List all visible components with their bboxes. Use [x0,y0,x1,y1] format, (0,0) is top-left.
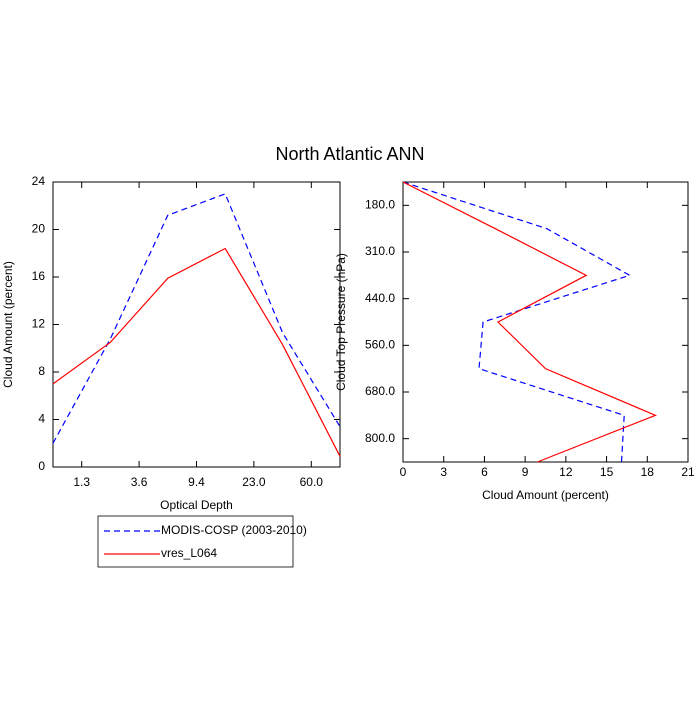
x-tick-label: 12 [559,465,573,479]
x-tick-label: 9.4 [188,475,205,489]
y-tick-label: 440.0 [365,291,395,305]
legend-label: MODIS-COSP (2003-2010) [161,523,307,537]
legend-box [97,515,294,568]
y-axis-label: Cloud Top Pressure (hPa) [334,253,348,391]
y-tick-label: 20 [32,222,46,236]
x-axis-label: Cloud Amount (percent) [482,488,609,502]
x-tick-label: 18 [641,465,655,479]
y-tick-label: 0 [38,459,45,473]
y-tick-label: 16 [32,269,46,283]
y-tick-label: 4 [38,412,45,426]
series-line [52,247,341,457]
plot-frame [402,181,689,463]
x-tick-label: 9 [522,465,529,479]
y-tick-label: 680.0 [365,384,395,398]
series-line [402,181,632,463]
x-tick-label: 1.3 [73,475,90,489]
y-tick-label: 180.0 [365,198,395,212]
x-tick-label: 15 [600,465,614,479]
x-tick-label: 23.0 [242,475,266,489]
series-line [52,193,341,444]
y-tick-label: 8 [38,364,45,378]
chart-title: North Atlantic ANN [275,144,424,164]
x-axis-label: Optical Depth [160,498,233,512]
y-tick-label: 12 [32,317,46,331]
x-tick-label: 3 [440,465,447,479]
x-tick-label: 0 [400,465,407,479]
x-tick-label: 21 [681,465,695,479]
x-tick-label: 6 [481,465,488,479]
legend-label: vres_L064 [161,546,217,560]
y-tick-label: 800.0 [365,431,395,445]
x-tick-label: 60.0 [300,475,324,489]
x-tick-label: 3.6 [131,475,148,489]
series-line [402,181,658,463]
y-tick-label: 560.0 [365,338,395,352]
y-tick-label: 310.0 [365,244,395,258]
y-tick-label: 24 [32,174,46,188]
y-axis-label: Cloud Amount (percent) [1,261,15,388]
